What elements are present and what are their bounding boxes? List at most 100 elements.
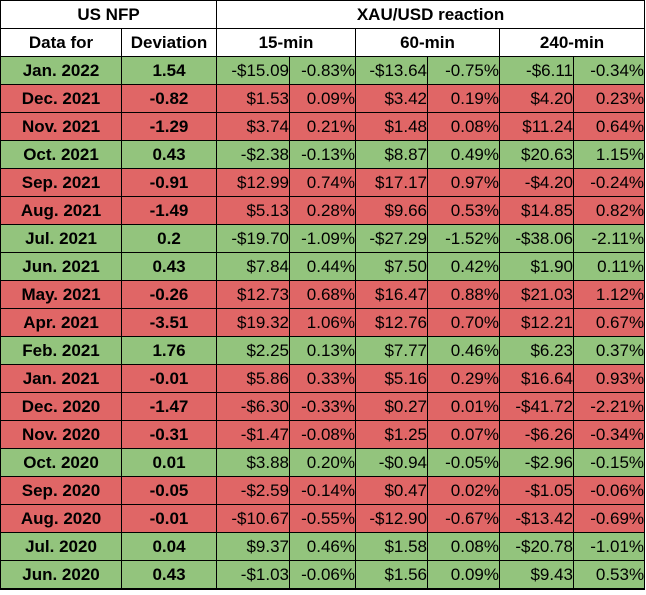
table-row: Jan. 2022 1.54 -$15.09 -0.83% -$13.64 -0.75% -… <box>0 56 646 85</box>
date-cell: Oct. 2020 <box>0 448 122 477</box>
15-min-usd-cell: $9.37 <box>216 532 290 561</box>
15-min-usd-cell: $3.74 <box>216 112 290 141</box>
240-min-usd-cell: -$2.96 <box>499 448 574 477</box>
60-min-usd-cell: $0.47 <box>355 476 428 505</box>
15-min-usd-cell: -$1.03 <box>216 560 290 590</box>
60-min-pct-cell: 0.08% <box>427 532 500 561</box>
15-min-usd-cell: -$2.38 <box>216 140 290 169</box>
15-min-usd-cell: $5.13 <box>216 196 290 225</box>
60-min-pct-cell: -0.67% <box>427 504 500 533</box>
deviation-cell: 0.2 <box>121 224 217 253</box>
deviation-cell: -0.31 <box>121 420 217 449</box>
15-min-pct-cell: -0.08% <box>289 420 356 449</box>
date-cell: Aug. 2020 <box>0 504 122 533</box>
deviation-cell: 1.76 <box>121 336 217 365</box>
240-min-pct-cell: -2.11% <box>572 224 646 253</box>
deviation-cell: -1.49 <box>121 196 217 225</box>
60-min-pct-cell: -0.05% <box>427 448 500 477</box>
60-min-pct-cell: 0.49% <box>427 140 500 169</box>
deviation-cell: -1.47 <box>121 392 217 421</box>
240-min-usd-cell: -$41.72 <box>499 392 574 421</box>
240-min-pct-cell: -0.24% <box>572 168 646 197</box>
240-min-usd-cell: $12.21 <box>499 308 574 337</box>
240-min-usd-cell: $6.23 <box>499 336 574 365</box>
15-min-pct-cell: 0.09% <box>289 84 356 113</box>
15-min-usd-cell: -$19.70 <box>216 224 290 253</box>
15-min-usd-cell: -$1.47 <box>216 420 290 449</box>
60-min-usd-cell: $16.47 <box>355 280 428 309</box>
table-row: Nov. 2020 -0.31 -$1.47 -0.08% $1.25 0.07% -$6.… <box>0 420 646 449</box>
date-cell: Dec. 2020 <box>0 392 122 421</box>
15-min-pct-cell: 0.28% <box>289 196 356 225</box>
date-cell: Apr. 2021 <box>0 308 122 337</box>
60-min-usd-cell: $17.17 <box>355 168 428 197</box>
xau-usd-group-header: XAU/USD reaction <box>215 0 646 29</box>
table-row: Oct. 2020 0.01 $3.88 0.20% -$0.94 -0.05% -$2.9… <box>0 448 646 477</box>
240-min-pct-cell: -0.34% <box>572 420 646 449</box>
240-min-pct-cell: 0.82% <box>572 196 646 225</box>
240-min-pct-cell: 0.23% <box>572 84 646 113</box>
date-cell: Nov. 2020 <box>0 420 122 449</box>
60-min-header: 60-min <box>355 28 500 57</box>
60-min-usd-cell: -$12.90 <box>355 504 428 533</box>
deviation-cell: -0.01 <box>121 504 217 533</box>
60-min-usd-cell: -$27.29 <box>355 224 428 253</box>
240-min-usd-cell: -$1.05 <box>499 476 574 505</box>
240-min-pct-cell: -0.34% <box>572 56 646 85</box>
240-min-pct-cell: -1.01% <box>572 532 646 561</box>
15-min-pct-cell: -0.14% <box>289 476 356 505</box>
15-min-usd-cell: -$6.30 <box>216 392 290 421</box>
date-cell: Jan. 2022 <box>0 56 122 85</box>
240-min-pct-cell: 0.11% <box>572 252 646 281</box>
15-min-usd-cell: -$10.67 <box>216 504 290 533</box>
15-min-usd-cell: $7.84 <box>216 252 290 281</box>
table-row: Aug. 2021 -1.49 $5.13 0.28% $9.66 0.53% $14.85… <box>0 196 646 225</box>
60-min-usd-cell: $1.48 <box>355 112 428 141</box>
240-min-header: 240-min <box>498 28 646 57</box>
15-min-pct-cell: 0.46% <box>289 532 356 561</box>
table-row: Aug. 2020 -0.01 -$10.67 -0.55% -$12.90 -0.67%… <box>0 504 646 533</box>
15-min-header: 15-min <box>216 28 356 57</box>
60-min-usd-cell: $12.76 <box>355 308 428 337</box>
15-min-usd-cell: $5.86 <box>216 364 290 393</box>
60-min-usd-cell: $1.56 <box>355 560 428 590</box>
60-min-usd-cell: $5.16 <box>355 364 428 393</box>
240-min-usd-cell: $4.20 <box>499 84 574 113</box>
15-min-pct-cell: 0.21% <box>289 112 356 141</box>
date-cell: Sep. 2021 <box>0 168 122 197</box>
60-min-pct-cell: 0.01% <box>427 392 500 421</box>
15-min-usd-cell: $12.73 <box>216 280 290 309</box>
deviation-header: Deviation <box>121 28 217 57</box>
data-for-header: Data for <box>0 28 122 57</box>
table-row: Jul. 2021 0.2 -$19.70 -1.09% -$27.29 -1.52% -$… <box>0 224 646 253</box>
240-min-pct-cell: 1.15% <box>572 140 646 169</box>
60-min-pct-cell: 0.02% <box>427 476 500 505</box>
15-min-usd-cell: -$2.59 <box>216 476 290 505</box>
column-header-row: Data for Deviation 15-min 60-min 240-min <box>0 28 646 57</box>
15-min-pct-cell: -0.83% <box>289 56 356 85</box>
60-min-usd-cell: $8.87 <box>355 140 428 169</box>
60-min-usd-cell: $3.42 <box>355 84 428 113</box>
60-min-usd-cell: -$0.94 <box>355 448 428 477</box>
60-min-pct-cell: 0.07% <box>427 420 500 449</box>
60-min-usd-cell: $0.27 <box>355 392 428 421</box>
table-row: Sep. 2020 -0.05 -$2.59 -0.14% $0.47 0.02% -$1.… <box>0 476 646 505</box>
60-min-pct-cell: 0.46% <box>427 336 500 365</box>
15-min-pct-cell: -0.06% <box>289 560 356 590</box>
60-min-usd-cell: -$13.64 <box>355 56 428 85</box>
date-cell: Jun. 2020 <box>0 560 122 590</box>
240-min-pct-cell: -0.06% <box>572 476 646 505</box>
240-min-pct-cell: 0.93% <box>572 364 646 393</box>
deviation-cell: -0.82 <box>121 84 217 113</box>
240-min-usd-cell: -$13.42 <box>499 504 574 533</box>
15-min-usd-cell: $12.99 <box>216 168 290 197</box>
240-min-pct-cell: 0.64% <box>572 112 646 141</box>
60-min-pct-cell: -0.75% <box>427 56 500 85</box>
60-min-usd-cell: $1.58 <box>355 532 428 561</box>
deviation-cell: -0.01 <box>121 364 217 393</box>
deviation-cell: 0.43 <box>121 140 217 169</box>
60-min-pct-cell: 0.08% <box>427 112 500 141</box>
table-row: Sep. 2021 -0.91 $12.99 0.74% $17.17 0.97% -$4.… <box>0 168 646 197</box>
240-min-usd-cell: $20.63 <box>499 140 574 169</box>
